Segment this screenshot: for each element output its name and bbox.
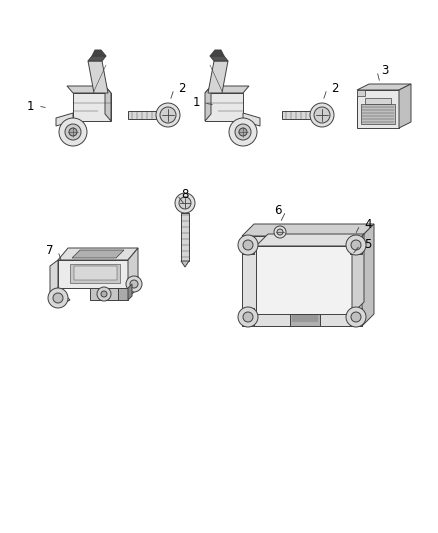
Circle shape <box>156 103 180 127</box>
Circle shape <box>179 197 191 209</box>
Polygon shape <box>73 93 111 121</box>
Circle shape <box>351 312 361 322</box>
Text: 7: 7 <box>46 245 54 257</box>
Polygon shape <box>74 266 117 280</box>
Polygon shape <box>357 90 399 128</box>
Circle shape <box>238 235 258 255</box>
Circle shape <box>130 280 138 288</box>
Polygon shape <box>243 113 260 126</box>
Polygon shape <box>118 288 128 300</box>
Polygon shape <box>58 260 128 288</box>
Circle shape <box>59 118 87 146</box>
Circle shape <box>243 240 253 250</box>
Polygon shape <box>205 93 243 121</box>
Polygon shape <box>88 56 106 61</box>
Circle shape <box>346 307 366 327</box>
Polygon shape <box>208 61 228 93</box>
Text: 4: 4 <box>364 219 372 231</box>
Text: 5: 5 <box>364 238 372 252</box>
Polygon shape <box>58 248 138 260</box>
Polygon shape <box>50 260 58 292</box>
Polygon shape <box>128 276 138 296</box>
Polygon shape <box>92 50 106 56</box>
Circle shape <box>314 107 330 123</box>
Circle shape <box>229 118 257 146</box>
Circle shape <box>97 287 111 301</box>
Polygon shape <box>128 284 132 300</box>
Polygon shape <box>210 50 224 56</box>
Polygon shape <box>56 113 73 126</box>
Circle shape <box>235 124 251 140</box>
Text: 6: 6 <box>274 205 282 217</box>
Circle shape <box>175 193 195 213</box>
Circle shape <box>101 291 107 297</box>
Circle shape <box>126 276 142 292</box>
Polygon shape <box>242 308 254 326</box>
Circle shape <box>160 107 176 123</box>
Text: 8: 8 <box>181 189 189 201</box>
Circle shape <box>239 128 247 136</box>
Polygon shape <box>67 86 111 93</box>
Polygon shape <box>50 288 70 304</box>
Polygon shape <box>256 246 352 314</box>
Circle shape <box>351 240 361 250</box>
Polygon shape <box>350 236 362 254</box>
Polygon shape <box>242 224 374 236</box>
Circle shape <box>65 124 81 140</box>
Text: 2: 2 <box>178 83 186 95</box>
Text: 1: 1 <box>192 96 200 109</box>
Polygon shape <box>350 308 362 326</box>
Polygon shape <box>181 261 189 267</box>
Polygon shape <box>357 90 365 96</box>
Text: 1: 1 <box>26 100 34 112</box>
Circle shape <box>69 128 77 136</box>
Polygon shape <box>357 84 411 90</box>
Polygon shape <box>242 236 362 326</box>
Circle shape <box>346 235 366 255</box>
Circle shape <box>48 288 68 308</box>
Polygon shape <box>399 84 411 128</box>
Polygon shape <box>88 61 108 93</box>
Polygon shape <box>361 104 395 124</box>
Polygon shape <box>128 248 138 288</box>
Polygon shape <box>70 264 120 283</box>
Polygon shape <box>362 224 374 326</box>
Polygon shape <box>181 213 189 261</box>
Polygon shape <box>128 111 156 119</box>
Polygon shape <box>72 250 124 258</box>
Circle shape <box>274 226 286 238</box>
Polygon shape <box>205 86 211 121</box>
Circle shape <box>243 312 253 322</box>
Polygon shape <box>105 86 111 121</box>
Text: 2: 2 <box>331 83 339 95</box>
Polygon shape <box>205 86 249 93</box>
Text: 3: 3 <box>381 64 389 77</box>
Polygon shape <box>352 234 364 314</box>
Polygon shape <box>210 56 228 61</box>
Polygon shape <box>290 314 320 326</box>
Polygon shape <box>90 288 118 300</box>
Circle shape <box>277 229 283 235</box>
Circle shape <box>310 103 334 127</box>
Polygon shape <box>282 111 310 119</box>
Polygon shape <box>256 234 364 246</box>
Polygon shape <box>365 98 391 104</box>
Circle shape <box>238 307 258 327</box>
Circle shape <box>53 293 63 303</box>
Polygon shape <box>242 236 254 254</box>
